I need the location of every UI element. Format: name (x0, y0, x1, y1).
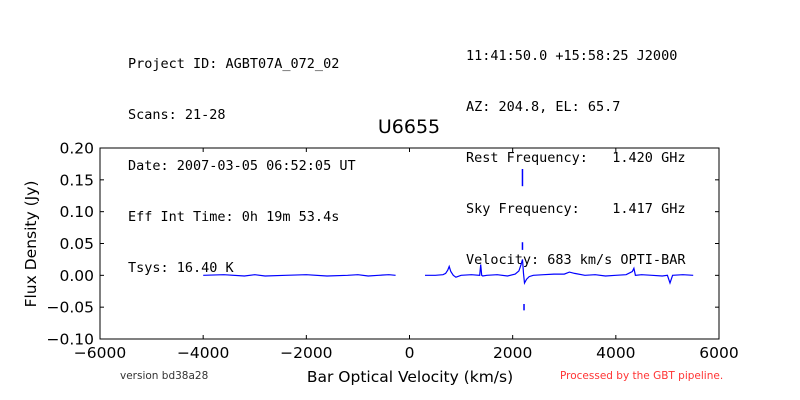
y-tick-label: −0.10 (47, 331, 95, 349)
y-axis-label: Flux Density (Jy) (22, 181, 40, 308)
x-tick-label: −4000 (177, 344, 229, 362)
x-tick-label: 4000 (596, 344, 635, 362)
y-tick-label: 0.20 (59, 140, 94, 158)
y-tick-label: 0.10 (59, 203, 94, 221)
x-axis-label: Bar Optical Velocity (km/s) (307, 368, 513, 386)
x-tick-label: −2000 (280, 344, 332, 362)
x-tick-label: 6000 (699, 344, 738, 362)
spectrum-line-segment (203, 275, 395, 276)
tick-layer: −6000 −4000 −2000 0 2000 4000 6000−0.10−0.050.… (47, 140, 739, 363)
y-tick-label: −0.05 (47, 299, 95, 317)
x-tick-label: 0 (405, 344, 415, 362)
y-tick-label: 0.00 (59, 267, 94, 285)
plot-frame (100, 148, 719, 339)
x-tick-label: 2000 (493, 344, 532, 362)
y-tick-label: 0.05 (59, 235, 94, 253)
chart-title: U6655 (378, 116, 440, 138)
version-label: version bd38a28 (120, 370, 208, 382)
y-tick-label: 0.15 (59, 171, 94, 189)
spectrum-line-segment (425, 259, 693, 283)
pipeline-note: Processed by the GBT pipeline. (560, 370, 723, 382)
series-layer (203, 169, 693, 310)
